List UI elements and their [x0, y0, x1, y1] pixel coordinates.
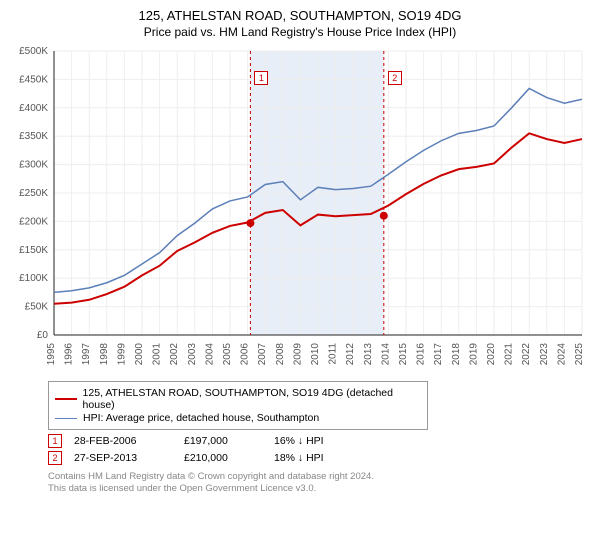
sale-price: £197,000 [184, 435, 274, 447]
annotation-layer: 12 [10, 45, 590, 375]
chart-container: 125, ATHELSTAN ROAD, SOUTHAMPTON, SO19 4… [0, 0, 600, 560]
annotation-marker-1: 1 [254, 71, 268, 85]
legend-swatch [55, 418, 77, 419]
title-line1: 125, ATHELSTAN ROAD, SOUTHAMPTON, SO19 4… [0, 8, 600, 23]
sale-marker: 2 [48, 451, 62, 465]
sale-row-2: 2 27-SEP-2013£210,00018% ↓ HPI [48, 451, 590, 465]
attribution-line2: This data is licensed under the Open Gov… [48, 483, 590, 495]
legend: 125, ATHELSTAN ROAD, SOUTHAMPTON, SO19 4… [48, 381, 428, 430]
legend-row-price_paid: 125, ATHELSTAN ROAD, SOUTHAMPTON, SO19 4… [55, 387, 421, 411]
legend-row-hpi: HPI: Average price, detached house, Sout… [55, 412, 421, 424]
annotation-marker-2: 2 [388, 71, 402, 85]
sale-row-1: 1 28-FEB-2006£197,00016% ↓ HPI [48, 434, 590, 448]
sale-date: 27-SEP-2013 [74, 452, 184, 464]
sale-diff: 16% ↓ HPI [274, 435, 394, 447]
sale-date: 28-FEB-2006 [74, 435, 184, 447]
legend-label: 125, ATHELSTAN ROAD, SOUTHAMPTON, SO19 4… [83, 387, 421, 411]
sale-price: £210,000 [184, 452, 274, 464]
sale-marker: 1 [48, 434, 62, 448]
chart-area: £0£50K£100K£150K£200K£250K£300K£350K£400… [10, 45, 590, 375]
legend-label: HPI: Average price, detached house, Sout… [83, 412, 319, 424]
attribution-line1: Contains HM Land Registry data © Crown c… [48, 471, 590, 483]
title-line2: Price paid vs. HM Land Registry's House … [0, 25, 600, 39]
title-block: 125, ATHELSTAN ROAD, SOUTHAMPTON, SO19 4… [0, 0, 600, 43]
sales-table: 1 28-FEB-2006£197,00016% ↓ HPI 2 27-SEP-201… [48, 434, 590, 465]
legend-swatch [55, 398, 77, 400]
sale-diff: 18% ↓ HPI [274, 452, 394, 464]
attribution: Contains HM Land Registry data © Crown c… [48, 471, 590, 495]
